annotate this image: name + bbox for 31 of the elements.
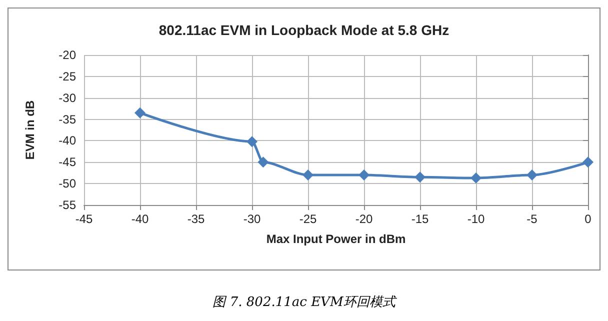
x-tick-label: -40 bbox=[131, 212, 149, 226]
point bbox=[526, 170, 538, 180]
point bbox=[302, 170, 314, 180]
point bbox=[134, 107, 146, 118]
y-tick-label: -25 bbox=[58, 69, 76, 84]
x-tick-label: -35 bbox=[187, 212, 205, 226]
y-tick-label: -35 bbox=[58, 112, 76, 126]
point bbox=[246, 136, 258, 148]
y-tick-label: -30 bbox=[58, 90, 76, 105]
y-tick-label: -50 bbox=[58, 176, 76, 191]
point bbox=[258, 156, 269, 168]
x-tick-label: 0 bbox=[584, 212, 592, 226]
chart-title: 802.11ac EVM in Loopback Mode at 5.8 GHz bbox=[158, 22, 450, 38]
y-tick-label: -45 bbox=[58, 155, 76, 170]
point bbox=[358, 170, 370, 180]
x-tick-label: -25 bbox=[299, 212, 317, 226]
y-tick-label: -20 bbox=[58, 48, 76, 62]
y-tick-label: -40 bbox=[58, 134, 76, 148]
x-tick-label: -45 bbox=[75, 212, 93, 226]
x-axis-title: Max Input Power in dBm bbox=[266, 232, 406, 246]
x-tick-label: -15 bbox=[411, 212, 429, 226]
x-tick-label: -10 bbox=[467, 212, 485, 226]
caption: 图 7. 802.11ac EVM环回模式 bbox=[212, 295, 398, 310]
x-tick-label: -5 bbox=[526, 212, 538, 226]
point bbox=[582, 156, 594, 168]
x-tick-label: -30 bbox=[243, 212, 261, 226]
point bbox=[470, 172, 482, 184]
x-tick-label: -20 bbox=[355, 212, 373, 226]
y-axis-title: EVM in dB bbox=[23, 100, 37, 160]
y-tick-label: -55 bbox=[58, 198, 76, 212]
point bbox=[414, 172, 426, 183]
